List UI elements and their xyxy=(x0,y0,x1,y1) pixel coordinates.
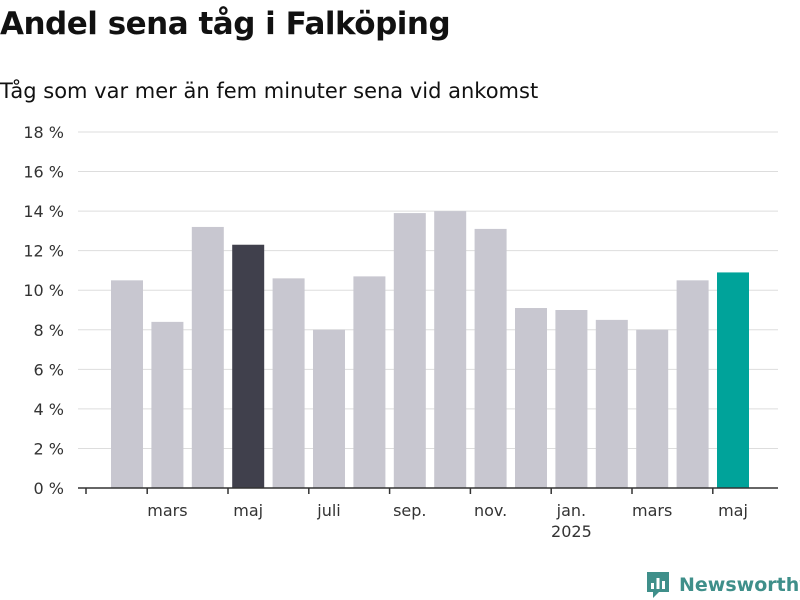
brand-name: Newsworthy xyxy=(679,574,800,596)
bar-5 xyxy=(272,278,305,488)
bar-14 xyxy=(636,329,669,488)
chart-title: Andel sena tåg i Falköping xyxy=(0,6,451,42)
bar-15 xyxy=(676,280,709,488)
x-tick-label: maj xyxy=(718,501,748,520)
x-tick-year-label: 2025 xyxy=(551,522,592,541)
bar-8 xyxy=(393,213,426,489)
bar-7 xyxy=(353,276,386,488)
bar-2 xyxy=(151,321,184,488)
x-tick-label: juli xyxy=(316,501,340,520)
y-tick-label: 0 % xyxy=(34,479,64,498)
y-tick-label: 10 % xyxy=(23,281,64,300)
y-tick-label: 16 % xyxy=(23,163,64,182)
x-tick-label: maj xyxy=(233,501,263,520)
x-tick-label: jan. xyxy=(556,501,586,520)
y-tick-label: 12 % xyxy=(23,242,64,261)
bar-1 xyxy=(111,280,143,488)
bar-3 xyxy=(191,226,224,488)
bar-10 xyxy=(474,228,507,488)
y-tick-label: 4 % xyxy=(34,400,64,419)
y-tick-label: 18 % xyxy=(23,123,64,142)
bar-chart-speech-icon xyxy=(647,572,669,598)
x-axis xyxy=(78,487,778,494)
bar-6 xyxy=(313,329,345,488)
x-axis-labels: mars maj juli sep. nov. jan. 2025 mars maj xyxy=(147,501,748,541)
bar-12 xyxy=(555,310,588,488)
bar-9 xyxy=(434,211,467,488)
x-tick-label: sep. xyxy=(393,501,426,520)
bar-4 xyxy=(232,244,265,488)
y-tick-label: 8 % xyxy=(34,321,64,340)
y-tick-label: 6 % xyxy=(34,360,64,379)
y-tick-label: 2 % xyxy=(34,439,64,458)
y-axis-labels: 0 % 2 % 4 % 6 % 8 % 10 % 12 % 14 % 16 % 18 % xyxy=(23,123,64,498)
y-tick-label: 14 % xyxy=(23,202,64,221)
bars xyxy=(111,211,749,489)
x-tick-label: mars xyxy=(632,501,672,520)
newsworthy-brand: Newsworthy xyxy=(645,570,800,600)
bar-16 xyxy=(717,272,749,488)
chart-subtitle: Tåg som var mer än fem minuter sena vid … xyxy=(0,79,539,103)
bar-13 xyxy=(595,319,628,488)
bar-11 xyxy=(515,308,547,488)
x-tick-label: nov. xyxy=(474,501,507,520)
x-tick-label: mars xyxy=(147,501,187,520)
